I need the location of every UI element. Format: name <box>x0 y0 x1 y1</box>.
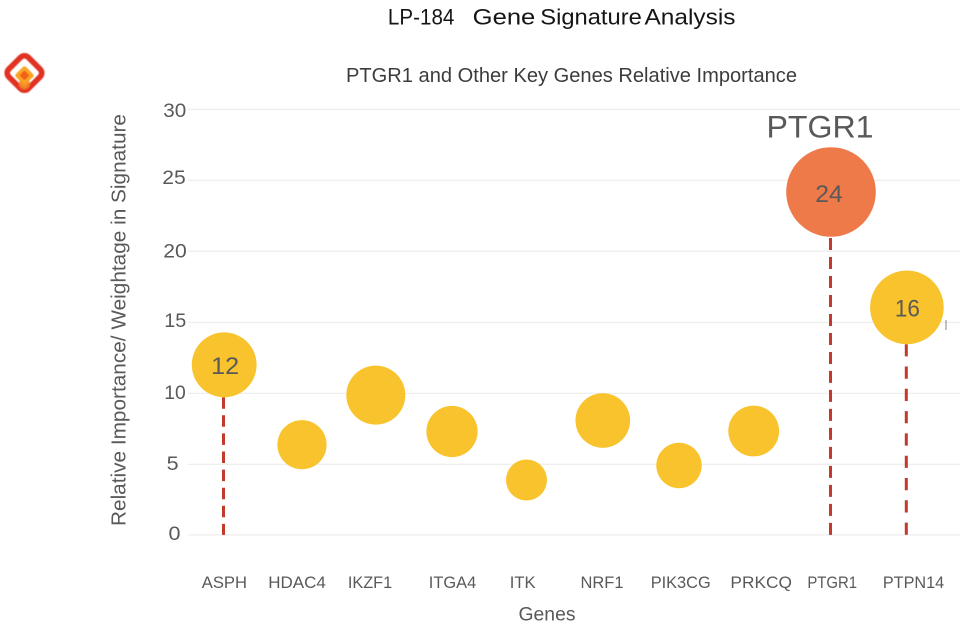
svg-text:ITK: ITK <box>510 573 536 592</box>
svg-text:PIK3CG: PIK3CG <box>651 573 711 592</box>
svg-text:PRKCQ: PRKCQ <box>730 573 792 592</box>
svg-text:ITGA4: ITGA4 <box>429 573 476 592</box>
svg-text:30: 30 <box>163 100 186 122</box>
svg-text:25: 25 <box>162 167 186 189</box>
svg-text:Gene: Gene <box>473 5 536 30</box>
svg-text:IKZF1: IKZF1 <box>348 573 392 592</box>
svg-text:PTGR1 and Other Key Genes Rela: PTGR1 and Other Key Genes Relative Impor… <box>346 65 797 87</box>
svg-text:16: 16 <box>895 295 920 322</box>
svg-text:Signature: Signature <box>540 5 642 30</box>
svg-text:12: 12 <box>211 353 239 380</box>
svg-text:24: 24 <box>815 181 843 208</box>
svg-text:PTGR1: PTGR1 <box>767 109 874 144</box>
svg-text:0: 0 <box>169 523 181 545</box>
svg-text:10: 10 <box>164 382 186 404</box>
svg-text:15: 15 <box>164 310 186 332</box>
svg-text:20: 20 <box>163 241 187 263</box>
svg-text:PTGR1: PTGR1 <box>807 573 857 592</box>
svg-text:5: 5 <box>167 453 179 475</box>
svg-text:Analysis: Analysis <box>645 5 736 30</box>
svg-text:PTPN14: PTPN14 <box>883 573 944 592</box>
svg-text:LP-184: LP-184 <box>388 5 455 30</box>
svg-text:NRF1: NRF1 <box>581 573 624 592</box>
svg-text:ASPH: ASPH <box>202 573 247 592</box>
svg-text:HDAC4: HDAC4 <box>268 573 326 592</box>
svg-text:Genes: Genes <box>519 604 576 626</box>
svg-text:Relative Importance/ Weightage: Relative Importance/ Weightage in Signat… <box>109 114 131 526</box>
